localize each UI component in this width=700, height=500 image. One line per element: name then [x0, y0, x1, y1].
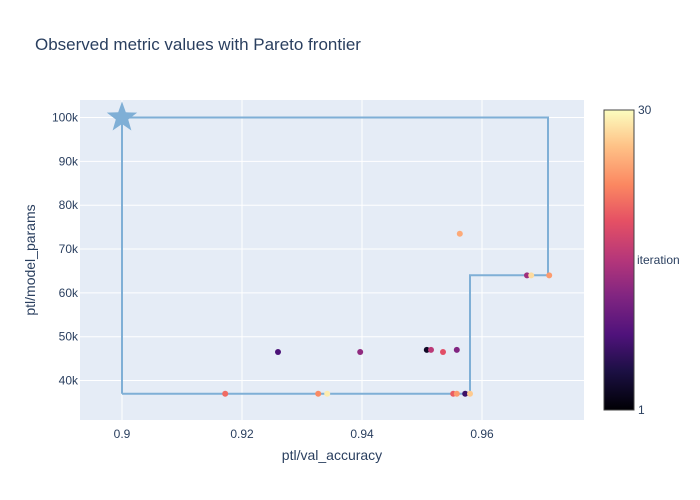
data-point — [467, 390, 473, 397]
data-point — [453, 390, 460, 397]
data-point — [423, 346, 430, 353]
y-tick-label: 70k — [59, 242, 79, 256]
chart-title: Observed metric values with Pareto front… — [35, 35, 361, 54]
y-tick-label: 90k — [59, 154, 79, 168]
data-point — [324, 390, 331, 397]
data-point — [546, 272, 553, 279]
y-tick-label: 50k — [59, 330, 79, 344]
y-tick-label: 60k — [59, 286, 79, 300]
x-tick-label: 0.9 — [114, 427, 131, 441]
plot-area — [80, 100, 584, 420]
data-point — [456, 230, 463, 237]
colorbar-max-label: 30 — [638, 103, 652, 117]
x-tick-label: 0.92 — [230, 427, 254, 441]
data-point — [275, 349, 281, 356]
data-point — [524, 272, 530, 279]
x-axis-label: ptl/val_accuracy — [282, 447, 382, 463]
data-point — [440, 349, 446, 356]
data-point — [357, 349, 364, 356]
y-axis-ticks: 40k 50k 60k 70k 80k 90k 100k — [52, 111, 79, 388]
data-point — [462, 390, 469, 397]
data-point — [315, 390, 322, 397]
data-points — [222, 230, 553, 397]
data-point — [528, 272, 535, 279]
y-axis-label: ptl/model_params — [22, 204, 38, 315]
reference-point-star — [106, 101, 138, 131]
colorbar — [603, 109, 635, 411]
data-point — [222, 390, 229, 397]
x-axis-ticks: 0.9 0.92 0.94 0.96 — [114, 427, 494, 441]
x-tick-label: 0.94 — [350, 427, 374, 441]
y-tick-label: 80k — [59, 198, 79, 212]
y-tick-label: 40k — [59, 374, 79, 388]
colorbar-min-label: 1 — [638, 403, 645, 417]
y-tick-label: 100k — [52, 111, 79, 125]
x-tick-label: 0.96 — [470, 427, 494, 441]
data-point — [453, 346, 460, 353]
data-point — [428, 346, 434, 353]
colorbar-title: iteration — [637, 253, 680, 267]
